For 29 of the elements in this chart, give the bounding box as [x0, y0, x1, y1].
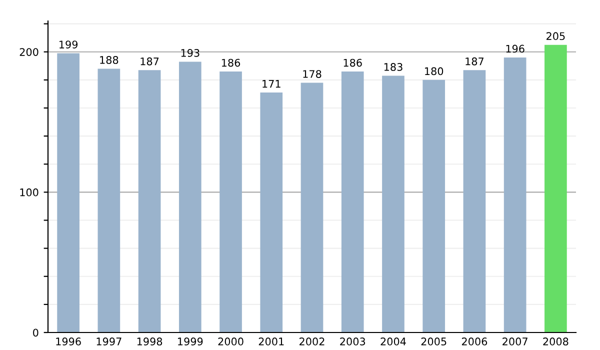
x-tick-label: 2005 [421, 338, 446, 346]
x-tick-label: 1998 [137, 338, 162, 346]
data-label: 187 [466, 57, 484, 66]
y-tick-label: 100 [20, 188, 38, 196]
data-label: 205 [546, 32, 565, 40]
data-label: 199 [60, 40, 78, 48]
x-tick-label: 2007 [502, 338, 528, 346]
y-tick-label: 0 [33, 328, 38, 337]
y-tick-label: 200 [20, 48, 38, 56]
x-tick-label: 1997 [96, 338, 122, 346]
x-tick-label: 2003 [340, 338, 366, 346]
data-label: 186 [222, 58, 240, 67]
x-tick-label: 1996 [56, 338, 81, 346]
data-label: 180 [425, 67, 444, 76]
data-label: 183 [384, 63, 402, 71]
data-label: 188 [100, 56, 118, 64]
x-tick-label: 2008 [543, 338, 568, 346]
x-tick-label: 2004 [380, 338, 406, 346]
x-tick-label: 1999 [178, 338, 203, 346]
x-tick-label: 2006 [462, 338, 488, 346]
data-label: 171 [262, 80, 280, 88]
data-label: 187 [140, 57, 159, 66]
x-tick-label: 2002 [300, 338, 324, 346]
data-label: 196 [506, 44, 524, 53]
data-label: 178 [303, 70, 322, 78]
data-label: 186 [344, 58, 362, 67]
x-tick-label: 2000 [218, 338, 244, 346]
data-label: 193 [181, 49, 200, 57]
x-tick-label: 2001 [258, 338, 284, 346]
